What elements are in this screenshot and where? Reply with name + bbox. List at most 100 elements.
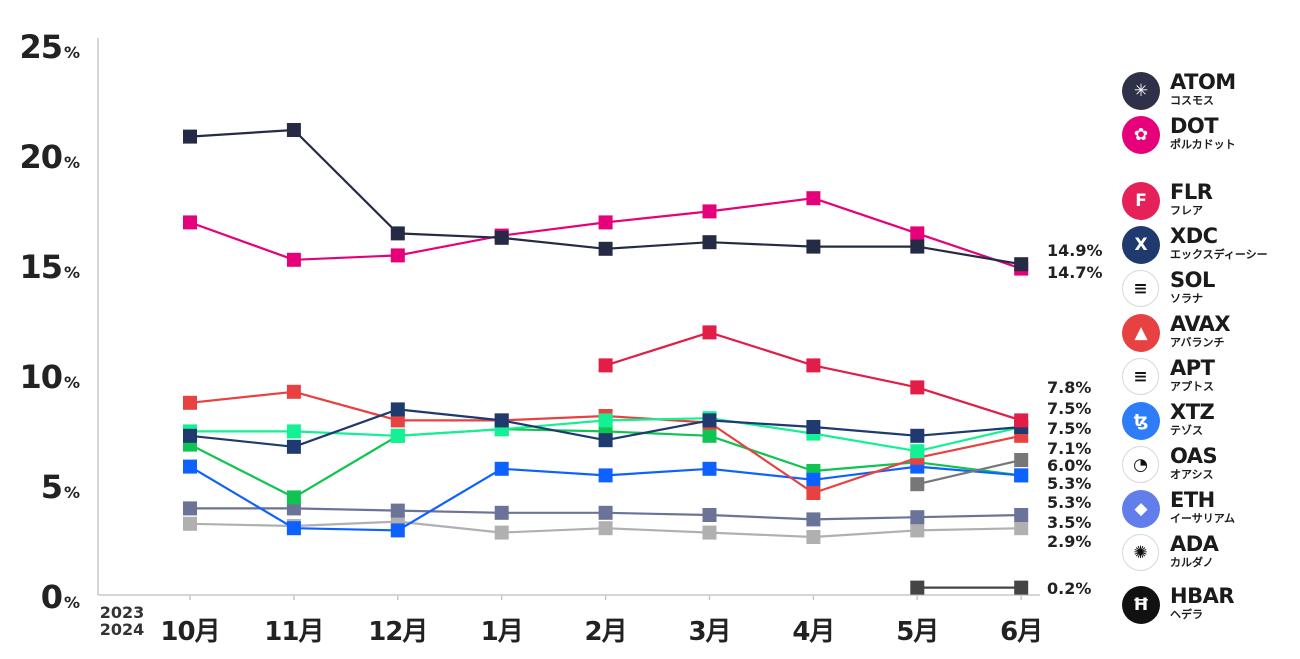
y-tick-label: 20 <box>19 138 62 176</box>
data-point <box>286 384 301 399</box>
data-point <box>1014 521 1029 536</box>
eth-icon: ◆ <box>1122 490 1160 528</box>
data-point <box>910 444 925 459</box>
data-point <box>286 490 301 505</box>
year-label: 2024 <box>100 620 145 639</box>
series-eth <box>183 501 1029 527</box>
data-point <box>910 428 925 443</box>
data-point <box>702 428 717 443</box>
end-label: 6.0% <box>1047 456 1091 475</box>
legend-item-xdc: X XDC エックスディーシー <box>1122 224 1300 268</box>
end-label: 7.5% <box>1047 399 1091 418</box>
legend-item-eth: ◆ ETH イーサリアム <box>1122 488 1300 532</box>
data-point <box>598 241 613 256</box>
legend-name: AVAX <box>1170 312 1231 336</box>
x-tick-label: 4月 <box>792 617 834 647</box>
legend-item-atom: ✳ ATOM コスモス <box>1122 70 1300 114</box>
legend-subtitle: アバランチ <box>1170 336 1225 349</box>
data-point <box>1014 257 1029 272</box>
x-tick-label: 11月 <box>264 617 323 647</box>
legend-item-hbar: Ħ HBAR ヘデラ <box>1122 584 1300 628</box>
data-point <box>806 358 821 373</box>
data-point <box>286 439 301 454</box>
data-point <box>286 252 301 267</box>
legend-item-xtz: ꜩ XTZ テゾス <box>1122 400 1300 444</box>
y-tick-label: 5 <box>41 468 62 506</box>
data-point <box>183 129 197 144</box>
legend-subtitle: エックスディーシー <box>1170 248 1268 261</box>
data-point <box>806 239 821 254</box>
data-point <box>183 428 197 443</box>
avax-icon: ▲ <box>1122 314 1160 352</box>
ada-icon: ✺ <box>1122 534 1159 571</box>
end-label: 2.9% <box>1047 532 1091 551</box>
end-label: 5.3% <box>1047 474 1091 493</box>
data-point <box>702 461 717 476</box>
series-flr <box>598 325 1029 428</box>
x-tick-label: 3月 <box>688 617 730 647</box>
data-point <box>598 468 613 483</box>
data-point <box>1014 580 1029 595</box>
atom-icon: ✳ <box>1122 72 1160 110</box>
data-point <box>910 523 925 538</box>
legend-item-apt: ≡ APT アプトス <box>1122 356 1300 400</box>
data-point <box>183 501 197 516</box>
hbar-icon: Ħ <box>1122 586 1160 624</box>
legend-name: DOT <box>1170 114 1219 138</box>
data-point <box>494 525 509 540</box>
data-point <box>598 521 613 536</box>
legend-name: APT <box>1170 356 1215 380</box>
legend-subtitle: オアシス <box>1170 468 1214 481</box>
data-point <box>598 215 613 230</box>
series-line <box>189 197 1022 270</box>
data-point <box>183 215 197 230</box>
data-point <box>1014 468 1029 483</box>
data-point <box>598 358 613 373</box>
y-tick-label: 15 <box>19 248 62 286</box>
data-point <box>183 516 197 531</box>
data-point <box>494 230 509 245</box>
legend-name: XDC <box>1170 224 1218 248</box>
data-point <box>390 402 405 417</box>
data-point <box>494 461 509 476</box>
legend-name: FLR <box>1170 180 1213 204</box>
xtz-icon: ꜩ <box>1122 402 1160 440</box>
end-label: 7.5% <box>1047 419 1091 438</box>
series-line <box>605 331 1022 422</box>
legend-item-flr: F FLR フレア <box>1122 180 1300 224</box>
x-tick-label: 10月 <box>160 617 219 647</box>
sol-icon: ≡ <box>1122 270 1159 307</box>
data-point <box>390 413 405 428</box>
end-label: 0.2% <box>1047 579 1091 598</box>
y-tick-unit: % <box>64 593 80 612</box>
data-point <box>286 123 301 137</box>
data-point <box>286 501 301 516</box>
data-point <box>910 226 925 241</box>
series-dot <box>183 191 1029 276</box>
end-label: 7.8% <box>1047 378 1091 397</box>
legend-name: SOL <box>1170 268 1215 292</box>
legend-subtitle: アプトス <box>1170 380 1214 393</box>
end-labels: 14.9%14.7%7.8%7.5%7.5%7.1%6.0%5.3%5.3%3.… <box>1047 241 1103 598</box>
oas-icon: ◔ <box>1122 446 1159 483</box>
legend: ✳ ATOM コスモス ✿ DOT ポルカドット F FLR フレア X XDC エックスディーシー ≡… <box>1122 0 1300 659</box>
series-atom <box>183 123 1029 272</box>
legend-subtitle: イーサリアム <box>1170 512 1236 525</box>
data-point <box>910 477 925 492</box>
data-point <box>183 459 197 474</box>
legend-item-ada: ✺ ADA カルダノ <box>1122 532 1300 576</box>
legend-name: ADA <box>1170 532 1219 556</box>
data-point <box>286 521 301 536</box>
series-line <box>917 458 1022 486</box>
data-point <box>390 248 405 263</box>
data-point <box>702 325 717 340</box>
data-point <box>806 472 821 487</box>
data-point <box>702 204 717 219</box>
legend-item-avax: ▲ AVAX アバランチ <box>1122 312 1300 356</box>
data-point <box>390 503 405 518</box>
legend-name: XTZ <box>1170 400 1215 424</box>
legend-name: OAS <box>1170 444 1218 468</box>
x-tick-label: 1月 <box>481 617 523 647</box>
data-point <box>1014 453 1029 467</box>
